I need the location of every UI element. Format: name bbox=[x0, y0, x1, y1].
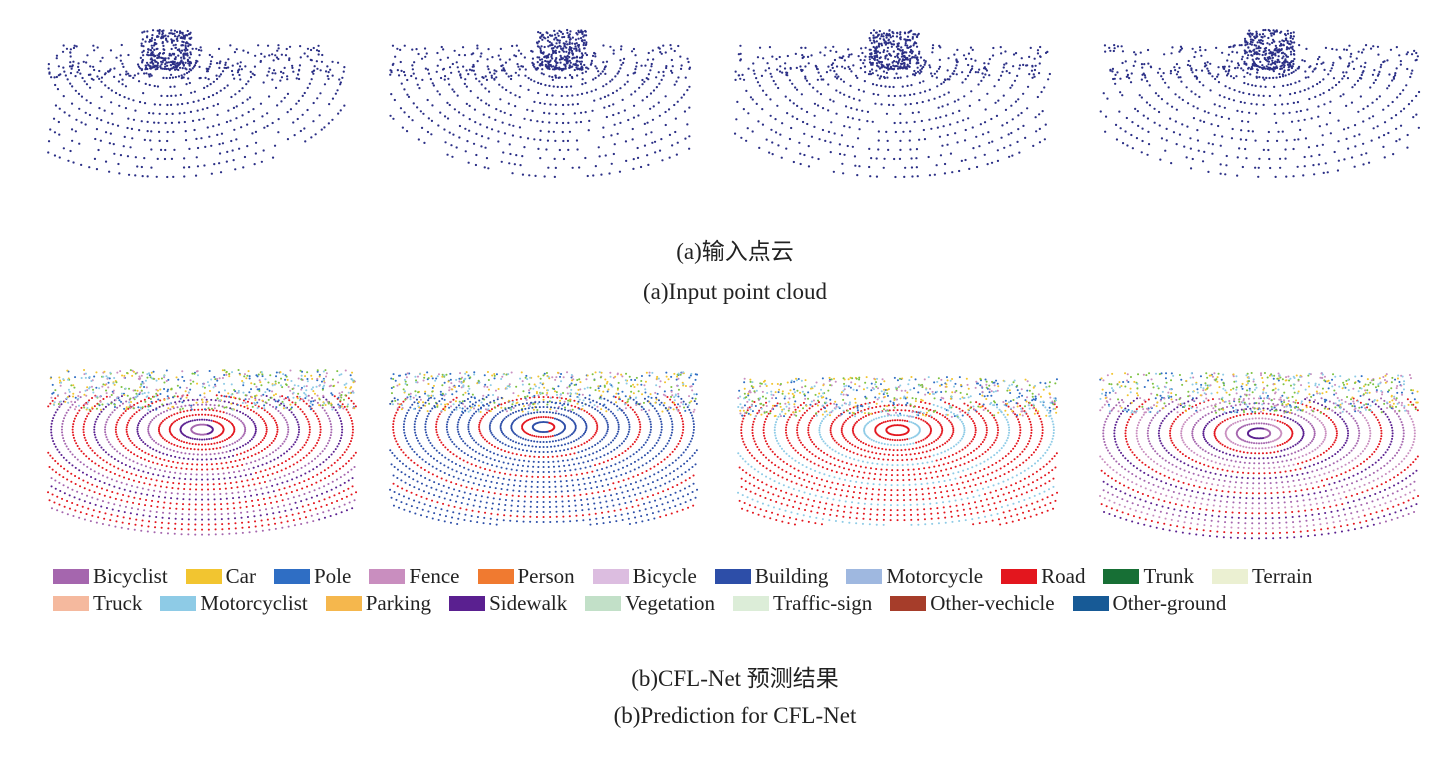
legend-item: Truck bbox=[53, 591, 142, 616]
legend-label: Pole bbox=[314, 564, 352, 588]
caption: (b)CFL-Net 预测结果 bbox=[631, 666, 839, 691]
legend-swatch bbox=[369, 569, 406, 584]
legend-item: Person bbox=[477, 564, 575, 589]
caption: (b)Prediction for CFL-Net bbox=[613, 703, 857, 728]
legend-item: Bicycle bbox=[592, 564, 697, 589]
legend-swatch bbox=[160, 596, 197, 611]
legend-label: Other-ground bbox=[1112, 591, 1227, 615]
legend-label: Motorcyclist bbox=[200, 591, 308, 615]
legend-item: Parking bbox=[325, 591, 432, 616]
legend-label: Bicycle bbox=[632, 564, 697, 588]
point-cloud bbox=[47, 394, 1420, 535]
legend-item: Traffic-sign bbox=[733, 591, 872, 616]
legend-item: Fence bbox=[369, 564, 460, 589]
legend-label: Road bbox=[1041, 564, 1086, 588]
point-cloud bbox=[50, 369, 1416, 418]
legend-swatch bbox=[325, 596, 362, 611]
point-cloud bbox=[50, 395, 1418, 540]
point-cloud bbox=[50, 369, 1416, 530]
legend-label: Parking bbox=[365, 591, 432, 615]
legend-swatch bbox=[592, 569, 629, 584]
legend-item: Car bbox=[185, 564, 256, 589]
legend-label: Truck bbox=[93, 591, 143, 615]
legend-swatch bbox=[733, 596, 770, 611]
legend-swatch bbox=[477, 569, 514, 584]
legend-item: Motorcyclist bbox=[160, 591, 308, 616]
point-cloud-figures bbox=[47, 28, 1421, 540]
caption: (a)输入点云 bbox=[676, 239, 794, 264]
point-cloud bbox=[47, 28, 1421, 179]
legend-item: Pole bbox=[274, 564, 351, 589]
legend-label: Person bbox=[517, 564, 575, 588]
legend-swatch bbox=[53, 596, 89, 611]
point-cloud bbox=[389, 396, 699, 526]
legend-label: Other-vechicle bbox=[930, 591, 1055, 615]
legend-item: Sidewalk bbox=[449, 591, 567, 616]
legend-label: Car bbox=[225, 564, 256, 588]
legend-swatch bbox=[585, 596, 622, 611]
legend-item: Building bbox=[714, 564, 829, 589]
legend-label: Sidewalk bbox=[489, 591, 568, 615]
legend-swatch bbox=[846, 569, 883, 584]
caption: (a)Input point cloud bbox=[643, 279, 827, 304]
legend-item: Vegetation bbox=[585, 591, 715, 616]
legend-label: Trunk bbox=[1143, 564, 1195, 588]
legend-item: Bicyclist bbox=[53, 564, 168, 589]
legend-item: Trunk bbox=[1103, 564, 1194, 589]
legend-swatch bbox=[1103, 569, 1140, 584]
point-cloud bbox=[49, 369, 1419, 418]
legend-label: Traffic-sign bbox=[773, 591, 873, 615]
legend-swatch bbox=[53, 569, 89, 584]
legend-swatch bbox=[274, 569, 310, 584]
legend-label: Motorcycle bbox=[886, 564, 984, 588]
legend-swatch bbox=[714, 569, 751, 584]
legend-item: Road bbox=[1001, 564, 1085, 589]
legend-swatch bbox=[185, 569, 222, 584]
point-cloud bbox=[53, 370, 1407, 526]
legend-swatch bbox=[449, 596, 486, 611]
legend-swatch bbox=[1072, 596, 1109, 611]
legend-label: Fence bbox=[409, 564, 460, 588]
legend-item: Other-ground bbox=[1072, 591, 1227, 616]
legend-label: Vegetation bbox=[625, 591, 716, 615]
point-cloud bbox=[50, 394, 1416, 536]
legend-row: Truck Motorcyclist Parking Sidewalk Vegetati… bbox=[53, 591, 1244, 616]
legend-item: Motorcycle bbox=[846, 564, 983, 589]
legend-swatch bbox=[890, 596, 927, 611]
legend-label: Terrain bbox=[1252, 564, 1313, 588]
legend-item: Other-vechicle bbox=[890, 591, 1055, 616]
legend-label: Bicyclist bbox=[93, 564, 168, 588]
legend-label: Building bbox=[754, 564, 829, 588]
legend-swatch bbox=[1001, 569, 1038, 584]
legend-item: Terrain bbox=[1212, 564, 1312, 589]
point-cloud bbox=[54, 369, 1417, 418]
legend-swatch bbox=[1212, 569, 1249, 584]
legend-row: Bicyclist Car Pole Fence Person Bicycle Buildi… bbox=[53, 564, 1330, 589]
